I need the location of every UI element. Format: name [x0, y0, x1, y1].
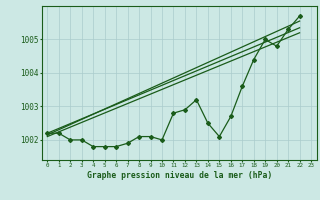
X-axis label: Graphe pression niveau de la mer (hPa): Graphe pression niveau de la mer (hPa)	[87, 171, 272, 180]
